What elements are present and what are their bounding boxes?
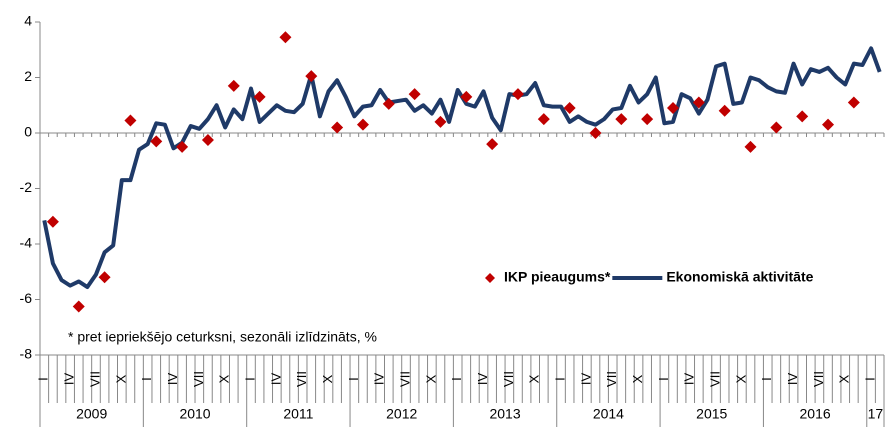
year-label: 2016 [800, 406, 831, 422]
data-point [434, 115, 447, 128]
data-line [42, 46, 882, 290]
data-point [72, 300, 85, 313]
x-tick-label: IV [165, 373, 180, 386]
y-tick-label: -2 [20, 179, 33, 195]
x-tick-label: I [759, 377, 774, 381]
data-point [537, 113, 550, 126]
x-tick-label: X [837, 374, 852, 383]
x-tick-label: X [630, 374, 645, 383]
year-label: 2015 [696, 406, 727, 422]
year-label: 2012 [386, 406, 417, 422]
legend-label: IKP pieaugums* [504, 269, 611, 285]
y-tick-label: 2 [24, 68, 32, 84]
x-tick-label: VII [191, 371, 206, 387]
x-tick-label: I [242, 377, 257, 381]
year-label: 2009 [76, 406, 107, 422]
data-point [692, 96, 705, 109]
year-label: 17 [868, 406, 884, 422]
data-point [176, 140, 189, 153]
x-tick-label: X [320, 374, 335, 383]
x-tick-label: I [139, 377, 154, 381]
x-tick-label: VII [397, 371, 412, 387]
data-point [822, 118, 835, 131]
data-point [227, 79, 240, 92]
data-point [408, 88, 421, 101]
x-tick-label: I [449, 377, 464, 381]
data-point [847, 96, 860, 109]
year-label: 2010 [179, 406, 210, 422]
data-point [589, 127, 602, 139]
legend-label: Ekonomiskā aktivitāte [666, 269, 813, 285]
data-point [744, 140, 757, 153]
data-point [201, 133, 214, 146]
year-label: 2013 [489, 406, 520, 422]
year-label: 2011 [283, 406, 313, 422]
x-tick-label: VII [811, 371, 826, 387]
y-tick-label: -8 [20, 346, 33, 362]
data-point [253, 90, 266, 103]
y-tick-label: -6 [20, 290, 33, 306]
x-tick-label: I [656, 377, 671, 381]
y-tick-label: 4 [24, 13, 32, 29]
data-point [460, 90, 473, 103]
x-tick-label: VII [294, 371, 309, 387]
data-point [796, 110, 809, 123]
data-point [305, 70, 318, 83]
year-label: 2014 [593, 406, 624, 422]
data-point [279, 31, 292, 44]
data-point [486, 138, 499, 151]
data-point [667, 102, 679, 115]
x-tick-label: IV [372, 373, 387, 386]
data-point [331, 121, 344, 134]
data-point [98, 271, 111, 284]
x-tick-label: IV [62, 373, 77, 386]
data-point [718, 104, 731, 117]
x-tick-label: IV [475, 373, 490, 386]
x-tick-label: I [863, 377, 878, 381]
data-point [641, 113, 654, 126]
x-tick-label: X [423, 374, 438, 383]
data-point [563, 102, 576, 115]
data-point [356, 118, 369, 131]
x-tick-label: X [217, 374, 232, 383]
x-tick-label: IV [268, 373, 283, 386]
y-tick-label: -4 [20, 235, 33, 251]
x-tick-label: VII [87, 371, 102, 387]
x-tick-label: I [36, 377, 51, 381]
x-tick-label: X [527, 374, 542, 383]
data-point [615, 113, 628, 126]
x-tick-label: IV [682, 373, 697, 386]
annotation: * pret iepriekšējo ceturksni, sezonāli i… [68, 329, 377, 345]
x-tick-label: VII [604, 371, 619, 387]
y-tick-label: 0 [24, 124, 32, 140]
legend-marker [485, 273, 495, 283]
data-point [511, 88, 524, 101]
x-tick-label: X [733, 374, 748, 383]
data-point [46, 215, 59, 228]
x-tick-label: VII [707, 371, 722, 387]
x-tick-label: I [552, 377, 567, 381]
x-tick-label: X [113, 374, 128, 383]
data-point [770, 121, 783, 134]
x-tick-label: I [346, 377, 361, 381]
x-tick-label: IV [785, 373, 800, 386]
data-point [150, 135, 163, 148]
data-point [382, 97, 395, 110]
data-point [124, 114, 137, 127]
x-tick-label: VII [501, 371, 516, 387]
x-tick-label: IV [578, 373, 593, 386]
